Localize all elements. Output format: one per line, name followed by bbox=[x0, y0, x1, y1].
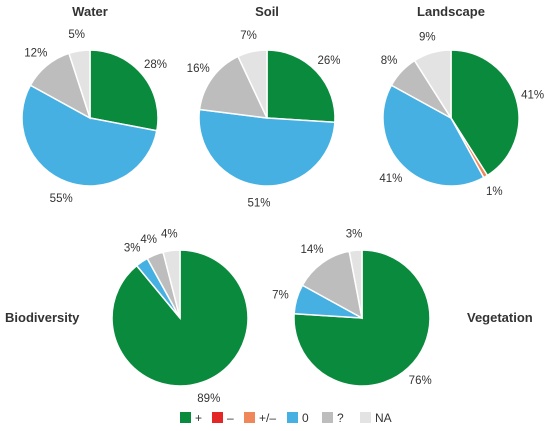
legend-item-plus: + bbox=[180, 411, 202, 425]
legend: + – +/– 0? NA bbox=[180, 411, 392, 425]
data-label: 41% bbox=[521, 89, 544, 101]
chart-title: Soil bbox=[255, 4, 279, 19]
data-label: 7% bbox=[272, 289, 289, 301]
legend-swatch bbox=[180, 412, 191, 423]
legend-swatch bbox=[322, 412, 333, 423]
pie-slice-na bbox=[413, 49, 452, 121]
pie-slice-na bbox=[348, 249, 363, 319]
legend-item-unknown: ? bbox=[322, 411, 344, 425]
legend-label: + bbox=[195, 411, 202, 425]
legend-swatch bbox=[360, 412, 371, 423]
chart-title: Landscape bbox=[417, 4, 485, 19]
legend-swatch bbox=[212, 412, 223, 423]
pie-slice-plus bbox=[266, 49, 336, 124]
pie-slice-plus bbox=[89, 49, 159, 132]
chart-title: Vegetation bbox=[467, 310, 533, 325]
data-label: 8% bbox=[381, 55, 398, 67]
data-label: 89% bbox=[197, 393, 220, 405]
legend-label: ? bbox=[337, 411, 344, 425]
legend-item-mixed: +/– bbox=[244, 411, 276, 425]
data-label: 14% bbox=[300, 244, 323, 256]
data-label: 55% bbox=[50, 193, 73, 205]
data-label: 4% bbox=[140, 234, 157, 246]
legend-item-na: NA bbox=[360, 411, 392, 425]
chart-title: Water bbox=[72, 4, 108, 19]
pie-charts: Water 28% 55% 12% 5% Soil 26% 51% 16% 7% Landscape… bbox=[5, 4, 544, 405]
legend-label: 0 bbox=[302, 411, 309, 425]
pie-soil: Soil 26% 51% 16% 7% bbox=[187, 4, 341, 210]
pie-slice-unknown bbox=[198, 55, 269, 119]
data-label: 16% bbox=[187, 63, 210, 75]
legend-label: NA bbox=[375, 411, 392, 425]
data-label: 7% bbox=[240, 30, 257, 42]
pie-slice-na bbox=[237, 49, 268, 119]
data-label: 41% bbox=[379, 173, 402, 185]
pie-slice-zero bbox=[382, 84, 485, 187]
data-label: 9% bbox=[419, 31, 436, 43]
data-label: 76% bbox=[409, 375, 432, 387]
pie-slice-zero bbox=[21, 84, 158, 187]
legend-swatch bbox=[244, 412, 255, 423]
data-label: 26% bbox=[317, 55, 340, 67]
pie-slice-na bbox=[68, 49, 91, 119]
pie-slice-na bbox=[162, 249, 181, 319]
data-label: 4% bbox=[161, 229, 178, 241]
chart-title: Biodiversity bbox=[5, 310, 80, 325]
legend-swatch bbox=[287, 412, 298, 423]
data-label: 1% bbox=[486, 186, 503, 198]
legend-label: +/– bbox=[259, 411, 276, 425]
legend-item-minus: – bbox=[212, 411, 234, 425]
data-label: 5% bbox=[68, 29, 85, 41]
legend-label: – bbox=[227, 411, 234, 425]
data-label: 3% bbox=[346, 228, 363, 240]
legend-item-zero: 0 bbox=[287, 411, 309, 425]
data-label: 51% bbox=[247, 198, 270, 210]
data-label: 28% bbox=[144, 59, 167, 71]
pie-landscape: Landscape 41% 1% 41% 8% 9% bbox=[379, 4, 544, 198]
pie-slice-unknown bbox=[301, 250, 364, 320]
data-label: 3% bbox=[124, 243, 141, 255]
pie-slice-zero bbox=[198, 108, 336, 187]
pie-water: Water 28% 55% 12% 5% bbox=[21, 4, 167, 205]
pie-vegetation: Vegetation 76% 7% 14% 3% bbox=[272, 228, 533, 387]
data-label: 12% bbox=[24, 48, 47, 60]
